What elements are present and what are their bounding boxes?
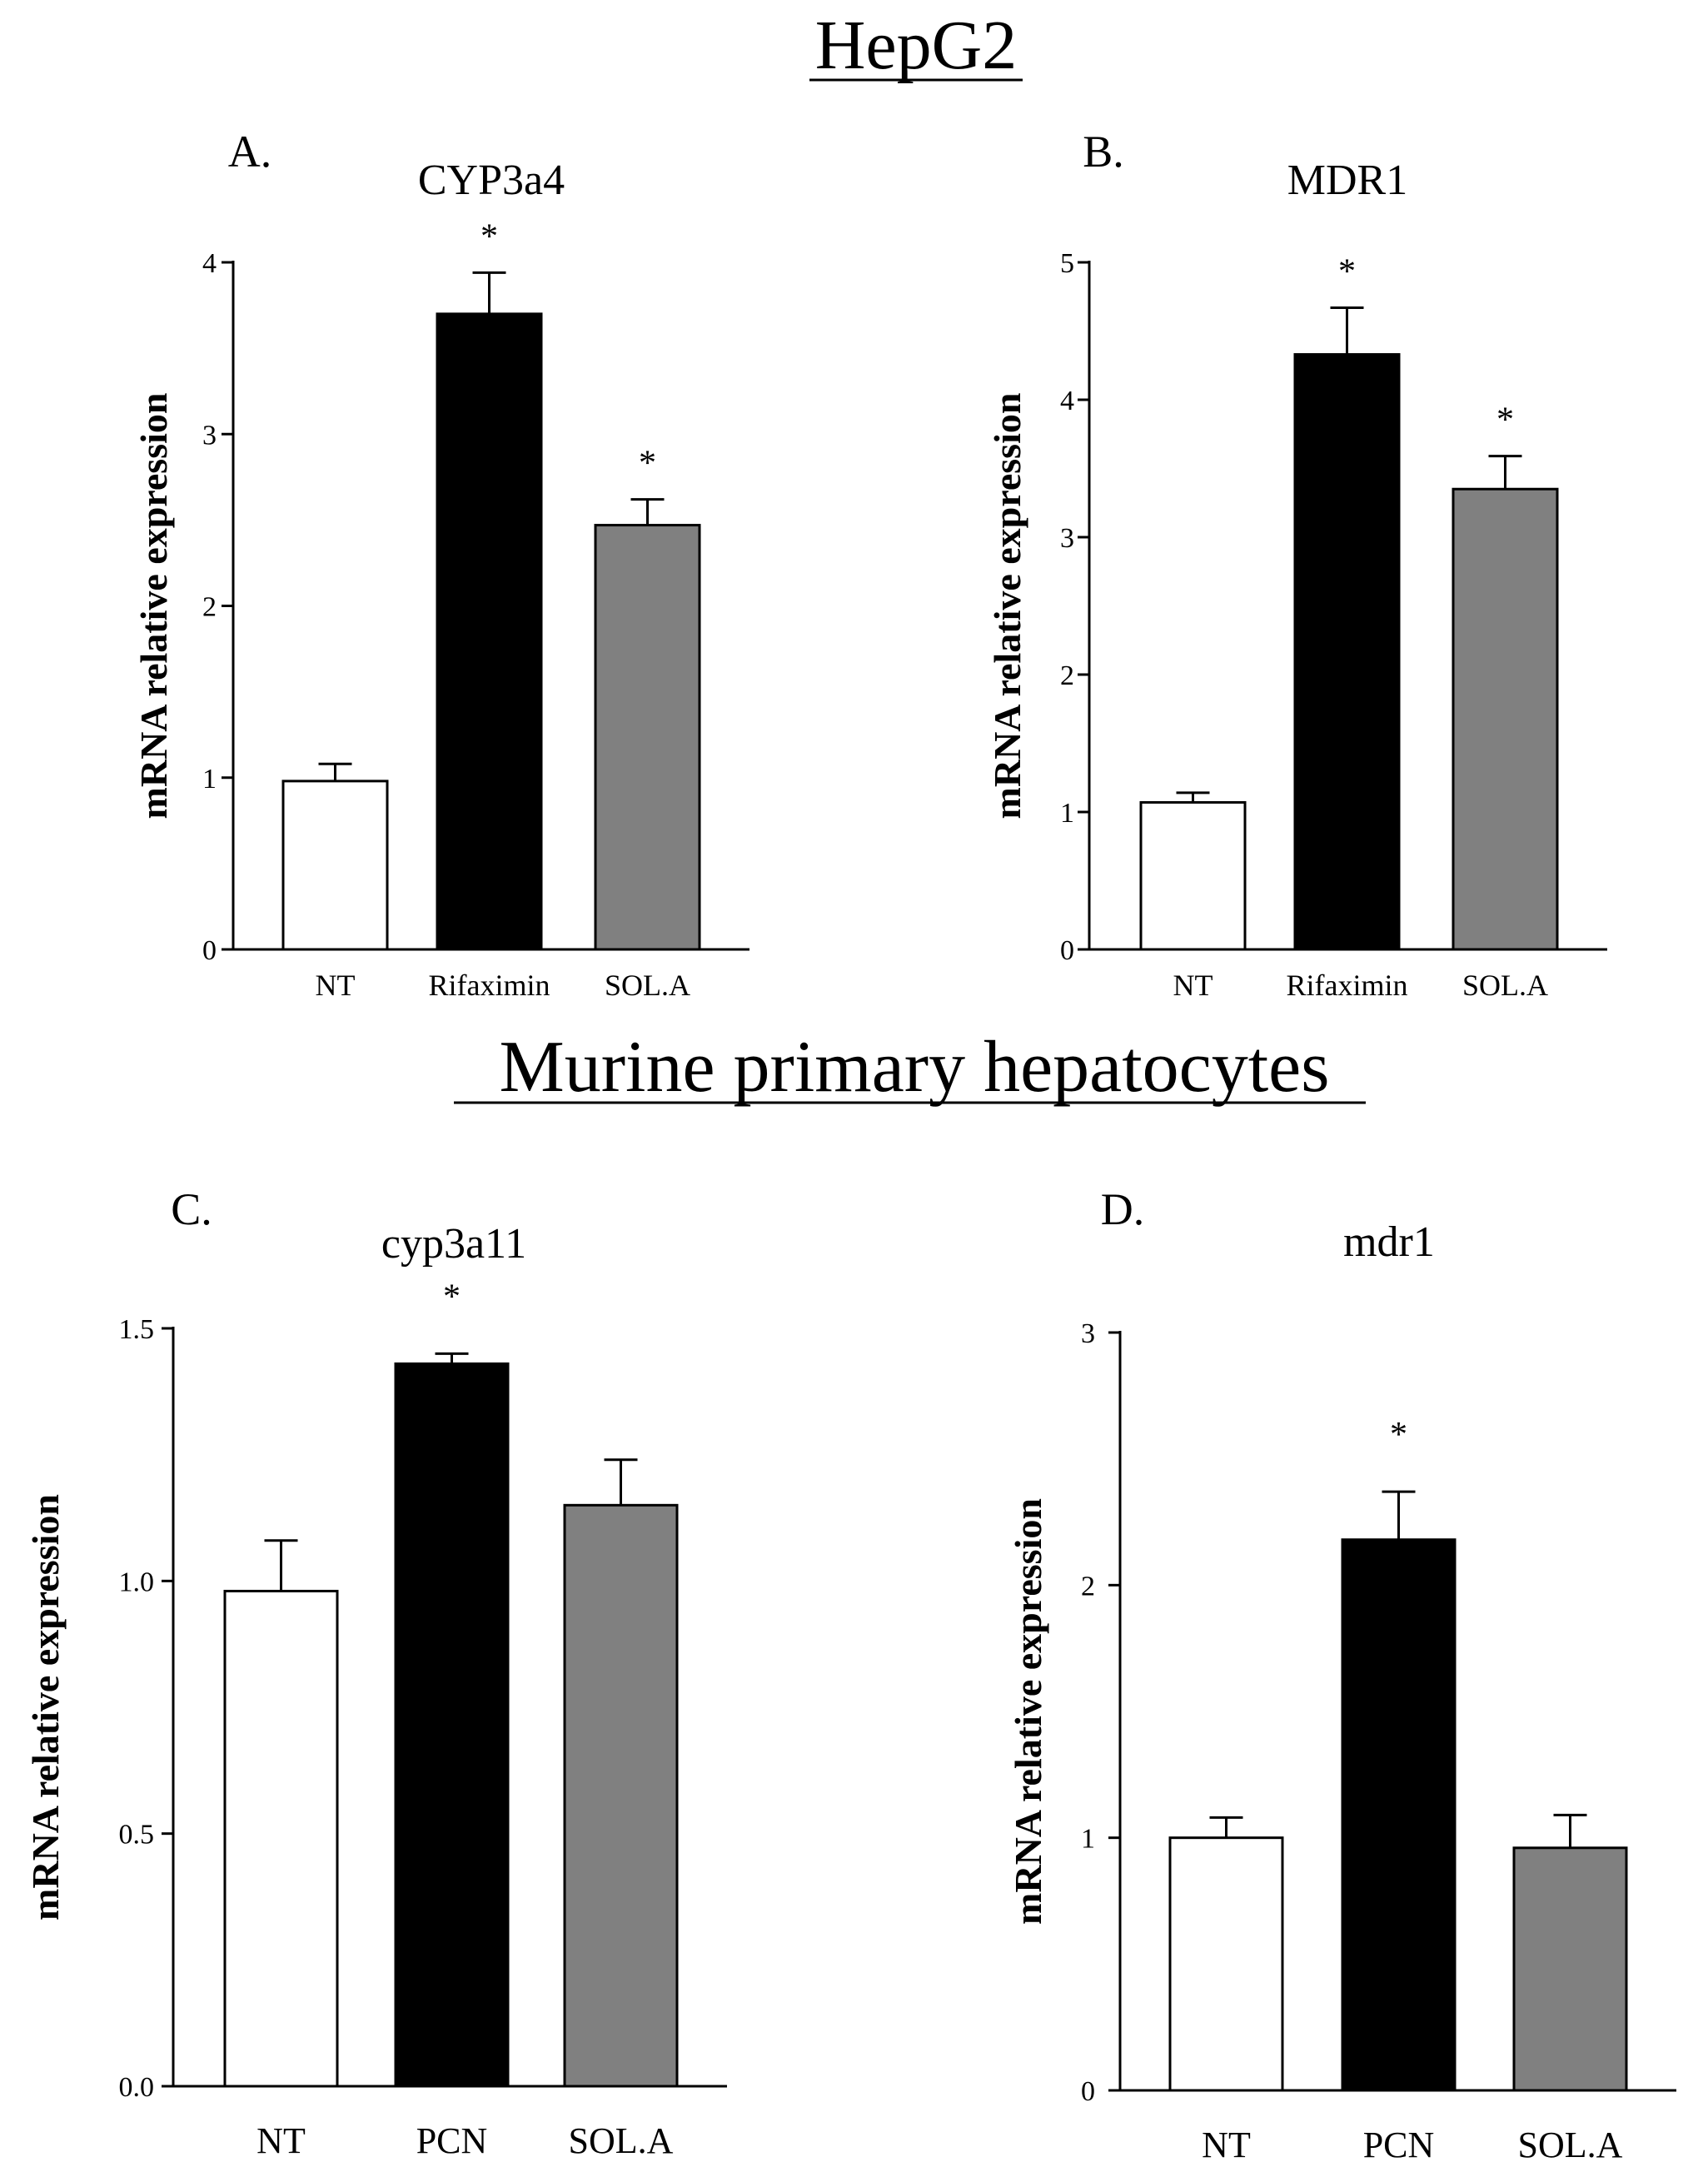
panel-a-cyp3a4: A. CYP3a4 mRNA relative expression 0 1 2 3 4 NT R… bbox=[132, 127, 749, 1002]
panel-c-cyp3a11: C. cyp3a11 mRNA relative expression 0.0 0.5 1… bbox=[24, 1184, 727, 2161]
y-axis-label: mRNA relative expression bbox=[24, 1494, 67, 1920]
x-tick-label: SOL.A bbox=[605, 969, 690, 1002]
y-tick-label: 3 bbox=[202, 420, 217, 451]
bar-sol-a bbox=[1452, 487, 1559, 951]
bar-rifaximin bbox=[1293, 353, 1401, 951]
bar-pcn bbox=[394, 1362, 510, 2088]
y-tick-label: 5 bbox=[1060, 248, 1074, 279]
y-tick-label: 0 bbox=[202, 935, 217, 966]
panel-d-mdr1: D. mdr1 mRNA relative expression 0 1 2 3 NT PCN *… bbox=[1007, 1184, 1676, 2165]
y-tick-label: 3 bbox=[1060, 523, 1074, 554]
y-tick-label: 1 bbox=[202, 764, 217, 795]
x-tick-label: NT bbox=[1173, 969, 1213, 1002]
panel-label: C. bbox=[171, 1184, 212, 1234]
x-tick-label: SOL.A bbox=[569, 2120, 674, 2161]
y-tick-label: 0.5 bbox=[119, 1820, 155, 1851]
panel-b-mdr1: B. MDR1 mRNA relative expression 0 1 2 3 4 5 NT Ri… bbox=[986, 127, 1607, 1002]
chart-title: CYP3a4 bbox=[418, 157, 565, 204]
section-title-murine: Murine primary hepatocytes bbox=[499, 1027, 1329, 1108]
y-tick-label: 2 bbox=[1081, 1571, 1095, 1602]
significance-star: * bbox=[1496, 401, 1514, 440]
y-axis-label: mRNA relative expression bbox=[132, 393, 175, 819]
x-tick-label: NT bbox=[256, 2120, 306, 2161]
panel-label: D. bbox=[1101, 1184, 1145, 1234]
significance-star: * bbox=[481, 217, 498, 256]
significance-star: * bbox=[1338, 252, 1356, 291]
y-tick-label: 1.5 bbox=[119, 1314, 155, 1345]
y-tick-label: 3 bbox=[1081, 1318, 1095, 1349]
significance-star: * bbox=[1390, 1416, 1407, 1454]
x-tick-label: SOL.A bbox=[1518, 2125, 1623, 2165]
significance-star: * bbox=[443, 1278, 461, 1316]
y-tick-label: 1.0 bbox=[119, 1567, 155, 1597]
x-tick-label: NT bbox=[316, 969, 356, 1002]
y-tick-label: 4 bbox=[202, 248, 217, 279]
y-axis-label: mRNA relative expression bbox=[1007, 1498, 1049, 1925]
bar-nt bbox=[1139, 800, 1247, 951]
panel-label: B. bbox=[1083, 127, 1124, 177]
y-tick-label: 1 bbox=[1060, 798, 1074, 829]
bar-sol-a bbox=[594, 524, 701, 951]
bar-rifaximin bbox=[436, 312, 543, 951]
y-tick-label: 0 bbox=[1060, 935, 1074, 966]
x-tick-label: NT bbox=[1202, 2125, 1251, 2165]
bar-sol-a bbox=[563, 1503, 679, 2088]
bar-nt bbox=[281, 780, 389, 951]
bar-nt bbox=[223, 1589, 339, 2088]
x-tick-label: PCN bbox=[416, 2120, 488, 2161]
x-tick-label: SOL.A bbox=[1462, 969, 1548, 1002]
x-tick-label: Rifaximin bbox=[1287, 969, 1408, 1002]
y-tick-label: 0.0 bbox=[119, 2072, 155, 2103]
significance-star: * bbox=[639, 445, 656, 483]
chart-title: cyp3a11 bbox=[381, 1220, 526, 1268]
section-title-hepg2: HepG2 bbox=[815, 7, 1018, 84]
y-tick-label: 4 bbox=[1060, 386, 1074, 416]
y-tick-label: 2 bbox=[1060, 660, 1074, 691]
bar-nt bbox=[1168, 1836, 1284, 2092]
y-tick-label: 2 bbox=[202, 592, 217, 623]
x-tick-label: PCN bbox=[1363, 2125, 1435, 2165]
chart-title: MDR1 bbox=[1287, 157, 1407, 204]
y-axis-label: mRNA relative expression bbox=[986, 393, 1028, 819]
y-tick-label: 1 bbox=[1081, 1824, 1095, 1855]
bar-sol-a bbox=[1512, 1846, 1628, 2092]
chart-title: mdr1 bbox=[1343, 1218, 1435, 1266]
panel-label: A. bbox=[228, 127, 272, 177]
x-tick-label: Rifaximin bbox=[429, 969, 550, 1002]
bar-pcn bbox=[1341, 1538, 1457, 2092]
y-tick-label: 0 bbox=[1081, 2076, 1095, 2107]
